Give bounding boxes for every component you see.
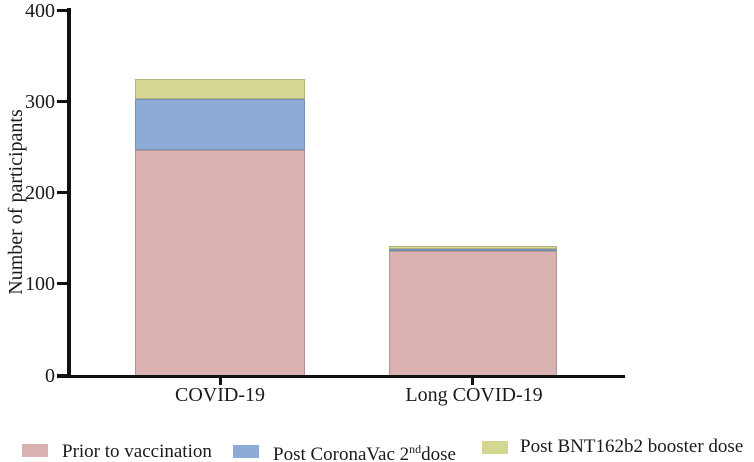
- legend-swatch-coronavac: [233, 445, 259, 458]
- legend-item-coronavac: Post CoronaVac 2nddose: [233, 442, 456, 462]
- y-tick-label: 400: [25, 0, 55, 22]
- legend-label-prior: Prior to vaccination: [62, 441, 212, 462]
- legend-item-booster: Post BNT162b2 booster dose: [482, 437, 743, 462]
- legend-label-booster: Post BNT162b2 booster dose: [520, 436, 744, 457]
- superscript-nd: nd: [409, 442, 422, 456]
- y-tick-label: 300: [25, 90, 55, 113]
- bar-segment: [389, 250, 557, 376]
- bar-segment: [135, 149, 305, 376]
- legend-swatch-prior: [22, 444, 48, 457]
- y-tick-label: 0: [45, 364, 55, 387]
- x-tick-long-covid19: [471, 378, 474, 385]
- x-label-covid19: COVID-19: [175, 384, 265, 406]
- legend-swatch-booster: [482, 441, 508, 454]
- x-tick-covid19: [219, 378, 222, 385]
- bar-segment: [135, 98, 305, 150]
- x-label-long-covid19: Long COVID-19: [405, 384, 543, 406]
- y-tick: [57, 99, 68, 103]
- y-tick: [57, 282, 68, 286]
- y-axis-line: [67, 8, 71, 378]
- y-tick: [57, 191, 68, 194]
- x-axis-line: [57, 375, 625, 378]
- legend-label-coronavac: Post CoronaVac 2nddose: [273, 442, 456, 462]
- legend-item-prior: Prior to vaccination: [22, 441, 212, 462]
- y-tick-label: 100: [25, 273, 55, 296]
- y-tick: [57, 8, 68, 12]
- y-tick-label: 200: [25, 182, 55, 204]
- bar-segment: [389, 249, 557, 251]
- legend: Prior to vaccination Post CoronaVac 2ndd…: [0, 430, 754, 462]
- bar-segment: [135, 79, 305, 99]
- bar-segment: [389, 246, 557, 250]
